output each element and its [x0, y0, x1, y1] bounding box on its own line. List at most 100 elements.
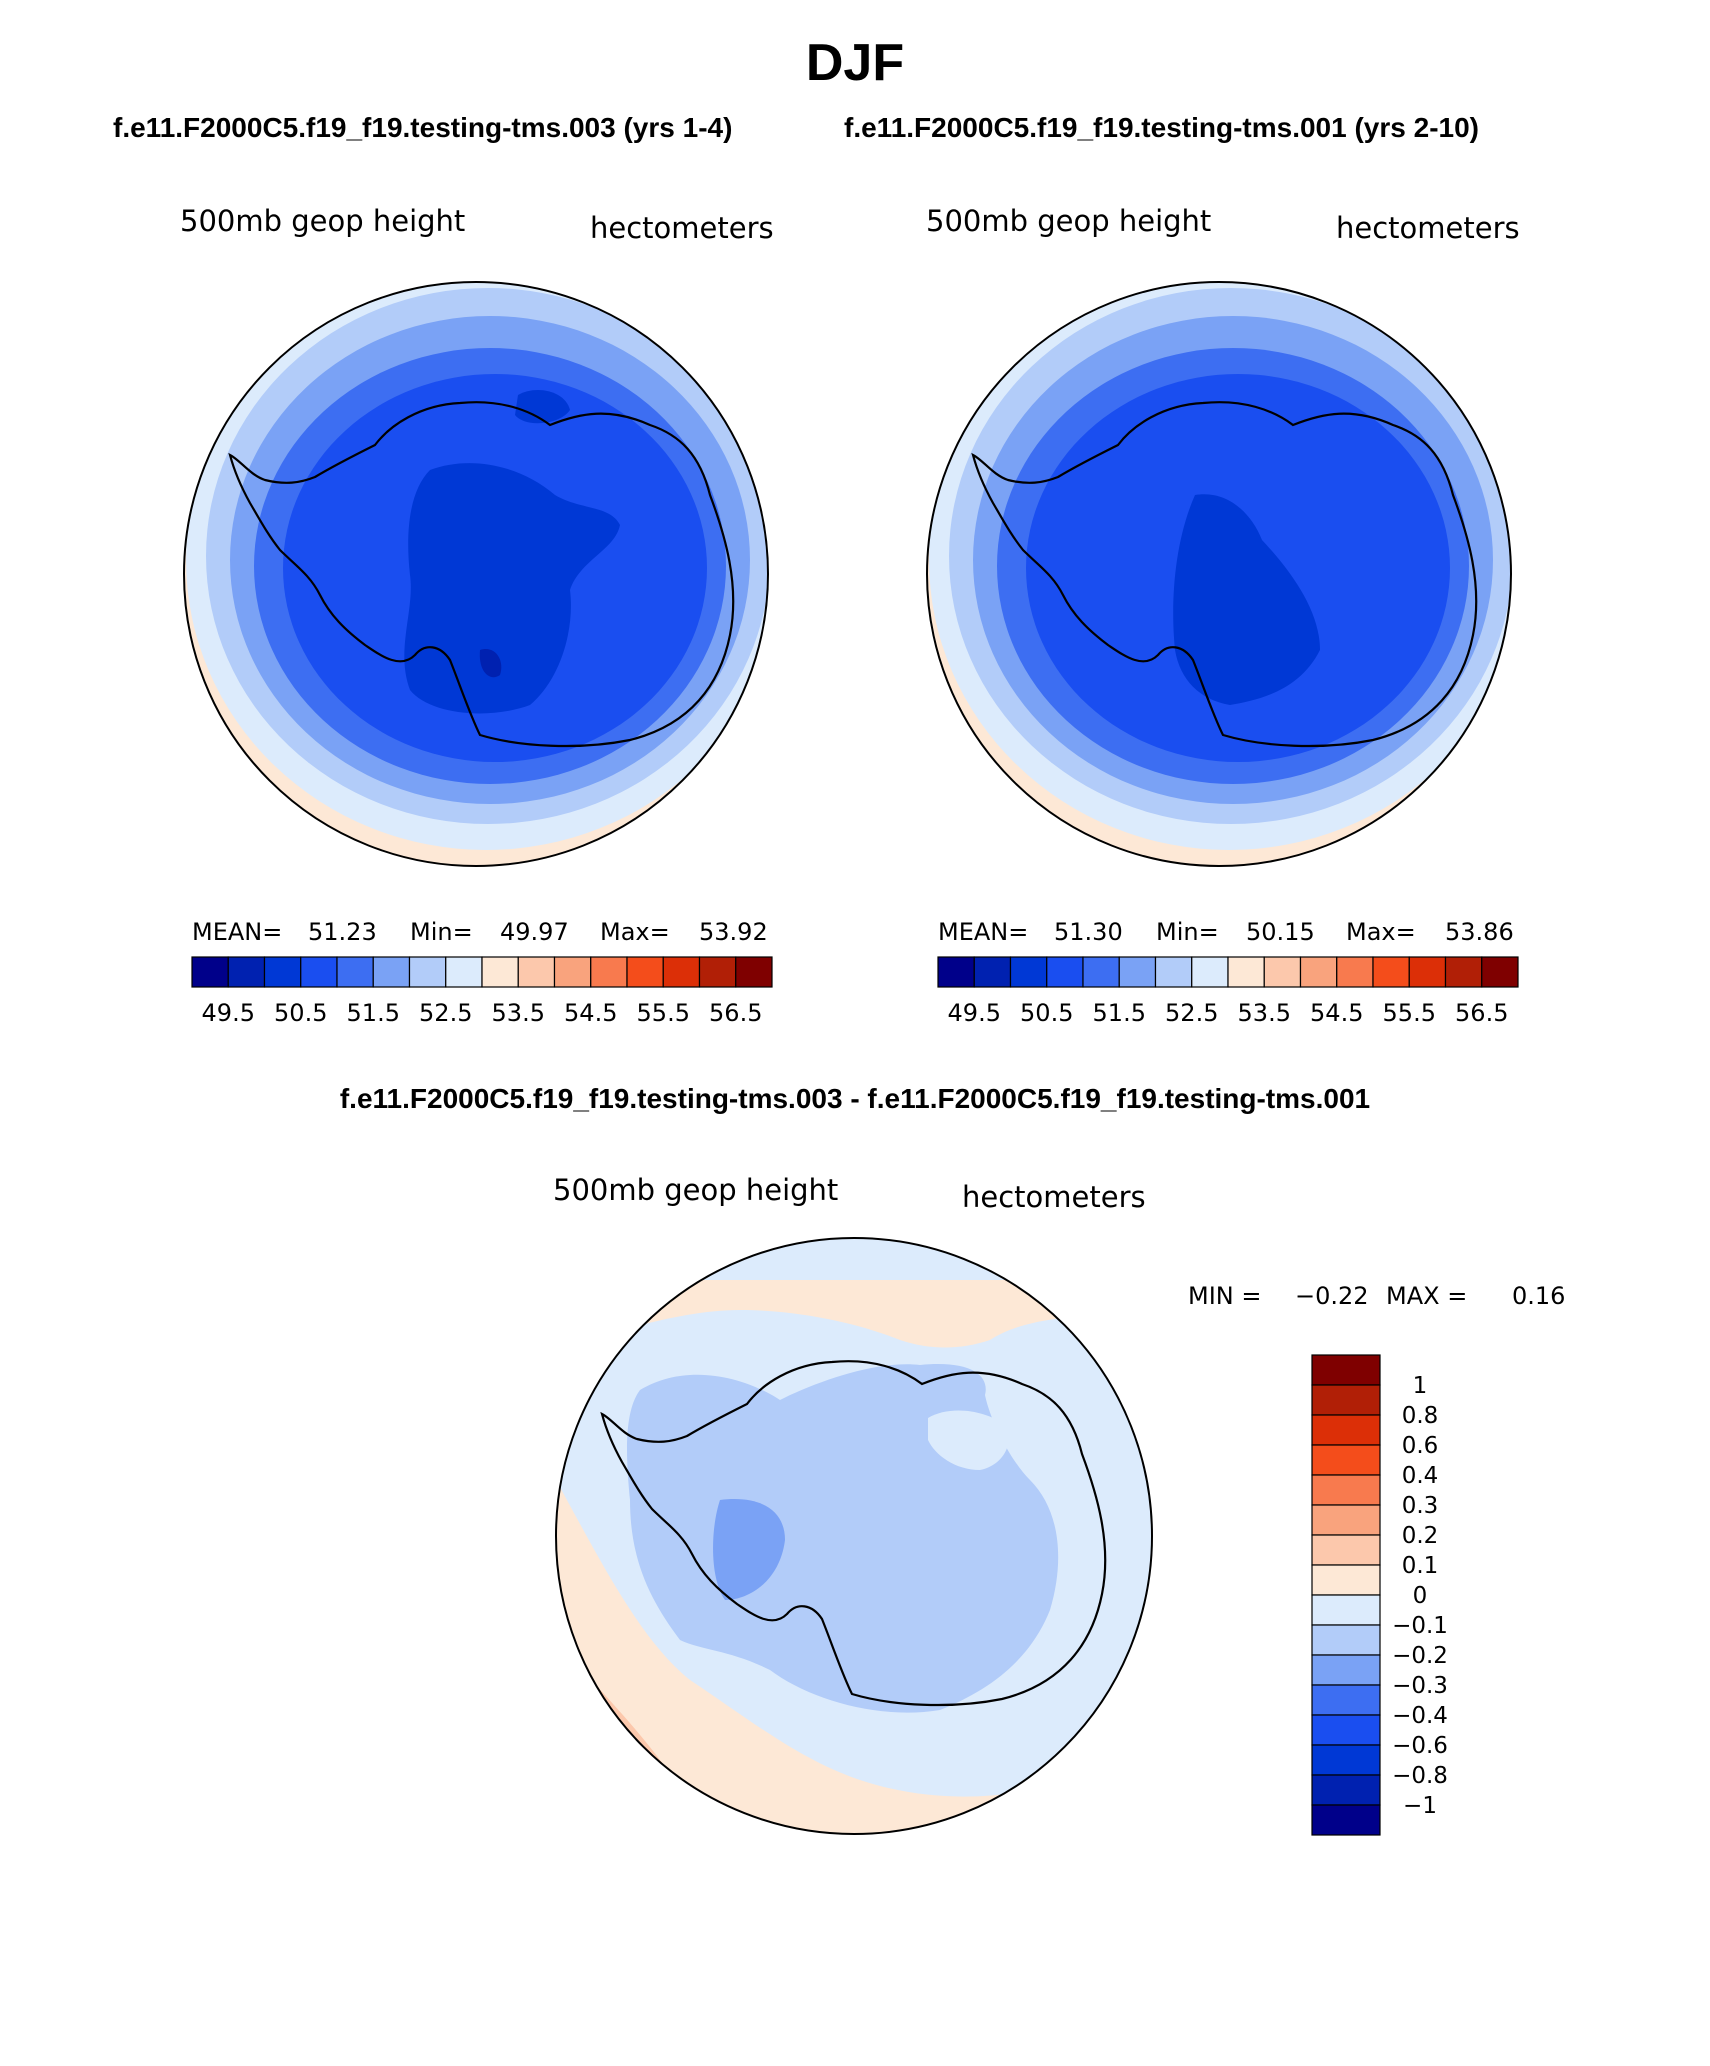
panel1-mean-value: 51.23 — [308, 918, 377, 946]
colorbar-swatch — [517, 956, 556, 988]
colorbar-tick-label: −0.6 — [1392, 1733, 1448, 1759]
colorbar-swatch — [191, 956, 229, 988]
colorbar-tick-label: 56.5 — [709, 999, 762, 1027]
colorbar-swatch — [1118, 956, 1157, 988]
colorbar-tick-label: 0.8 — [1402, 1403, 1439, 1429]
colorbar-swatch — [1299, 956, 1338, 988]
panel2-max-label: Max= — [1346, 918, 1416, 946]
colorbar-tick-label: 54.5 — [1310, 999, 1363, 1027]
colorbar-swatch — [662, 956, 701, 988]
panel1-field-blob — [515, 390, 570, 424]
colorbar-swatch — [553, 956, 592, 988]
colorbar-swatch — [1311, 1384, 1381, 1416]
colorbar-tick-label: 0.3 — [1402, 1493, 1439, 1519]
colorbar-tick-label: 52.5 — [1165, 999, 1218, 1027]
colorbar-swatch — [1311, 1504, 1381, 1536]
colorbar-swatch — [1311, 1354, 1381, 1386]
colorbar-swatch — [1311, 1534, 1381, 1566]
diff-max-label: MAX = — [1386, 1282, 1467, 1310]
colorbar-swatch — [336, 956, 374, 988]
colorbar-swatch — [1227, 956, 1265, 988]
colorbar-swatch — [590, 956, 628, 988]
panel2-colorbar: 49.5 50.5 51.5 52.5 53.5 54.5 55.5 56.5 — [937, 956, 1519, 1027]
colorbar-swatch — [1311, 1714, 1381, 1746]
panel1-map — [184, 282, 768, 866]
colorbar-swatch — [698, 956, 737, 988]
panel2-case-label: f.e11.F2000C5.f19_f19.testing-tms.001 (y… — [844, 112, 1479, 143]
colorbar-swatch — [1082, 956, 1120, 988]
panel1-variable: 500mb geop height — [180, 204, 465, 238]
colorbar-tick-label: 1 — [1413, 1373, 1428, 1399]
diff-map-border — [555, 1237, 1153, 1835]
diff-colorbar: 1 0.8 0.6 0.4 0.3 0.2 0.1 0 −0.1 −0.2 −0.3 −0.4 −0.6… — [1311, 1354, 1448, 1836]
colorbar-swatch — [1311, 1474, 1381, 1506]
colorbar-swatch — [1311, 1804, 1381, 1836]
colorbar-tick-label: −1 — [1403, 1793, 1437, 1819]
colorbar-tick-label: 0.2 — [1402, 1523, 1439, 1549]
colorbar-swatch — [1311, 1564, 1381, 1596]
panel1-mean-label: MEAN= — [192, 918, 282, 946]
colorbar-swatch — [1311, 1654, 1381, 1686]
colorbar-tick-label: 51.5 — [347, 999, 400, 1027]
colorbar-swatch — [300, 956, 338, 988]
diff-field-near-zero — [928, 1410, 1009, 1470]
colorbar-swatch — [1481, 956, 1519, 988]
colorbar-tick-label: 56.5 — [1455, 999, 1508, 1027]
panel1-field-min — [479, 649, 502, 678]
panel2-map-border — [926, 281, 1512, 867]
colorbar-swatch — [1009, 956, 1048, 988]
colorbar-swatch — [263, 956, 302, 988]
colorbar-swatch — [1311, 1744, 1381, 1776]
diff-min-value: −0.22 — [1295, 1282, 1369, 1310]
panel1-max-label: Max= — [600, 918, 670, 946]
colorbar-tick-label: 54.5 — [564, 999, 617, 1027]
panel1-colorbar: 49.5 50.5 51.5 52.5 53.5 54.5 55.5 56.5 — [191, 956, 773, 1027]
panel1-case-label: f.e11.F2000C5.f19_f19.testing-tms.003 (y… — [113, 112, 732, 143]
colorbar-tick-label: −0.3 — [1392, 1673, 1448, 1699]
colorbar-tick-label: 0.1 — [1402, 1553, 1439, 1579]
panel1-min-value: 49.97 — [500, 918, 569, 946]
panel2-map — [927, 282, 1511, 866]
colorbar-tick-label: −0.4 — [1392, 1703, 1448, 1729]
colorbar-tick-label: 52.5 — [419, 999, 472, 1027]
panel2-max-value: 53.86 — [1445, 918, 1514, 946]
panel2-mean-value: 51.30 — [1054, 918, 1123, 946]
diff-min-label: MIN = — [1188, 1282, 1261, 1310]
colorbar-swatch — [1336, 956, 1374, 988]
panel2-field-core — [1173, 494, 1320, 705]
colorbar-tick-label: 49.5 — [202, 999, 255, 1027]
colorbar-swatch — [481, 956, 519, 988]
colorbar-tick-label: 50.5 — [1020, 999, 1073, 1027]
colorbar-tick-label: −0.2 — [1392, 1643, 1448, 1669]
diff-units: hectometers — [962, 1180, 1146, 1214]
colorbar-tick-label: 50.5 — [274, 999, 327, 1027]
colorbar-swatch — [1046, 956, 1084, 988]
diff-field-negative-strong — [713, 1499, 785, 1600]
colorbar-tick-label: 0.4 — [1402, 1463, 1439, 1489]
colorbar-swatch — [1311, 1414, 1381, 1446]
diff-max-value: 0.16 — [1512, 1282, 1565, 1310]
colorbar-tick-label: 53.5 — [1238, 999, 1291, 1027]
colorbar-swatch — [227, 956, 266, 988]
colorbar-swatch — [626, 956, 664, 988]
panel1-map-border — [183, 281, 769, 867]
colorbar-tick-label: −0.1 — [1392, 1613, 1448, 1639]
colorbar-swatch — [1372, 956, 1410, 988]
colorbar-swatch — [445, 956, 483, 988]
colorbar-swatch — [1311, 1624, 1381, 1656]
colorbar-swatch — [1311, 1684, 1381, 1716]
colorbar-tick-label: −0.8 — [1392, 1763, 1448, 1789]
colorbar-swatch — [1311, 1594, 1381, 1626]
panel1-field-core — [404, 463, 620, 714]
colorbar-swatch — [1154, 956, 1193, 988]
colorbar-swatch — [1408, 956, 1447, 988]
diff-variable: 500mb geop height — [553, 1173, 838, 1207]
diff-map — [556, 1238, 1152, 1834]
season-title: DJF — [806, 34, 904, 92]
colorbar-tick-label: 0 — [1413, 1583, 1428, 1609]
panel2-min-label: Min= — [1156, 918, 1219, 946]
colorbar-tick-label: 55.5 — [637, 999, 690, 1027]
colorbar-swatch — [372, 956, 411, 988]
colorbar-swatch — [408, 956, 447, 988]
